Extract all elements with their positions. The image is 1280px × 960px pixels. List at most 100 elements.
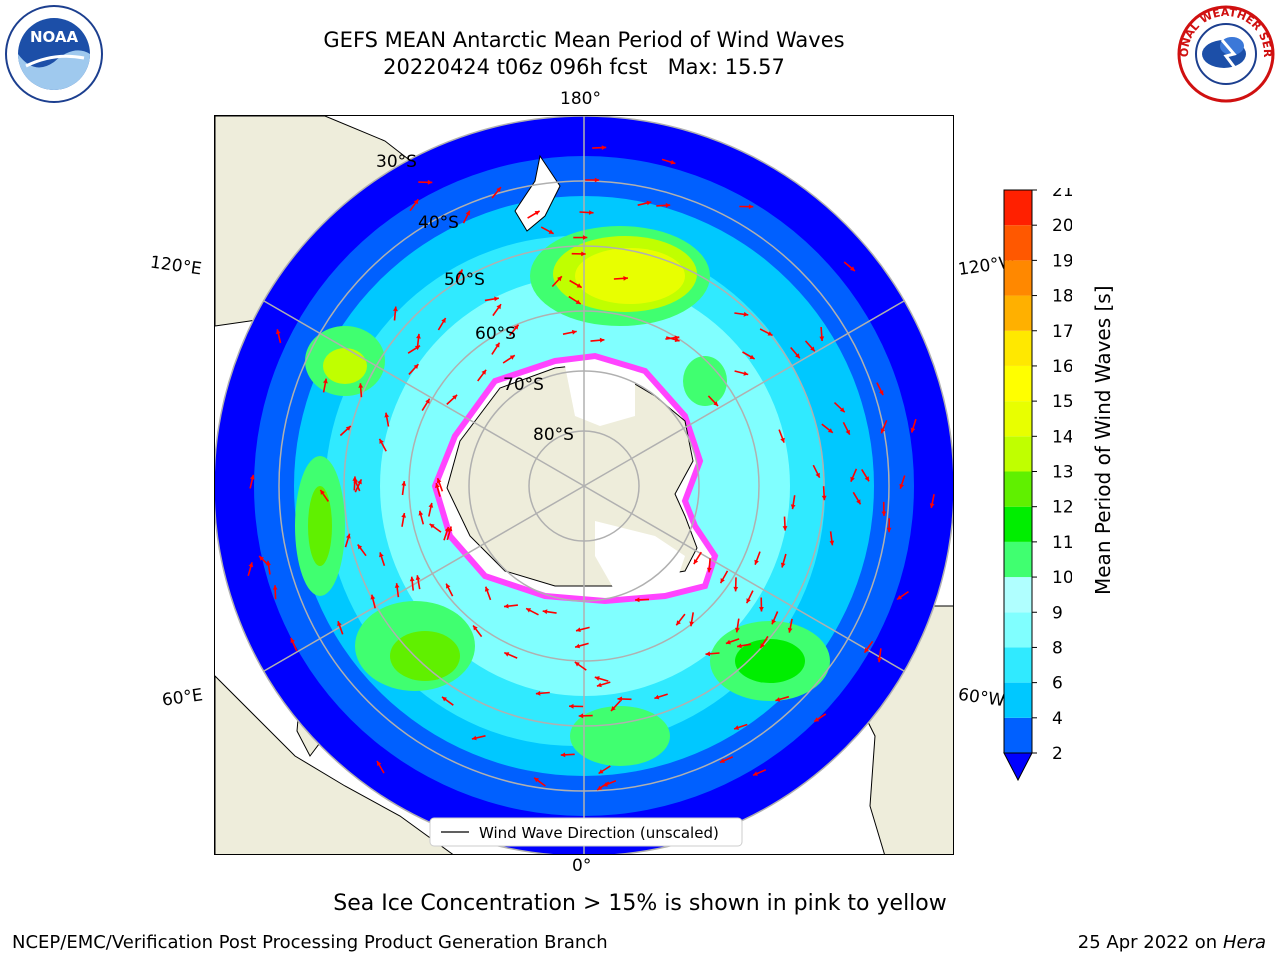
wind-wave-arrowhead	[735, 627, 740, 633]
lat-label-40s: 40°S	[418, 213, 459, 233]
colorbar-segment	[1004, 471, 1032, 507]
wind-wave-arrowhead	[733, 586, 739, 592]
colorbar-tick-label: 2	[1052, 744, 1063, 764]
wind-wave-arrowhead	[623, 276, 628, 281]
wind-wave-arrowhead	[775, 697, 781, 702]
wind-wave-arrowhead	[575, 299, 581, 304]
lon-label-top: 180°	[560, 89, 601, 109]
weddell-ice-shelf	[595, 521, 685, 591]
wind-wave-arrowhead	[548, 229, 554, 234]
wind-wave-arrowhead	[377, 761, 382, 766]
wind-wave-arrowhead	[654, 694, 660, 700]
svg-text:Wind Wave Direction (unscaled): Wind Wave Direction (unscaled)	[479, 824, 719, 842]
wind-wave-arrowhead	[504, 652, 510, 657]
wind-wave-arrowhead	[617, 696, 622, 702]
wind-wave-arrowhead	[886, 527, 892, 533]
wind-wave-arrowhead	[429, 523, 435, 529]
wind-wave-arrowhead	[250, 474, 255, 480]
wind-wave-arrowhead	[588, 210, 594, 215]
wind-wave-arrowhead	[560, 752, 566, 758]
wind-wave-arrowhead	[599, 337, 605, 343]
wind-wave-arrowhead	[379, 438, 384, 444]
wind-wave-arrowhead	[337, 621, 342, 627]
wind-wave-arrowhead	[415, 575, 421, 580]
wind-wave-arrowhead	[357, 479, 362, 485]
host-text: Hera	[1222, 932, 1266, 953]
wind-wave-arrowhead	[881, 511, 887, 516]
colorbar-tick-label: 19	[1052, 251, 1072, 271]
wind-wave-arrowhead	[259, 556, 264, 561]
wind-wave-arrowhead	[275, 329, 281, 335]
wind-wave-arrowhead	[676, 620, 681, 626]
graticule	[215, 116, 953, 854]
wave-period-field	[215, 116, 953, 854]
wind-wave-arrowhead	[780, 437, 785, 443]
wind-wave-arrowhead	[370, 594, 376, 600]
wind-wave-arrowhead	[810, 346, 815, 352]
wind-wave-arrowhead	[670, 159, 676, 165]
date-line: 25 Apr 2022 on Hera	[1078, 932, 1266, 953]
wind-wave-arrowhead	[795, 353, 800, 359]
wind-wave-arrowhead	[743, 371, 749, 376]
wind-wave-arrowhead	[416, 333, 421, 339]
wind-wave-arrowhead	[471, 735, 477, 741]
colorbar-tick-label: 16	[1052, 357, 1072, 377]
colorbar-segment	[1004, 225, 1032, 261]
wind-wave-arrowhead	[576, 627, 581, 632]
wind-wave-arrowhead	[790, 504, 796, 510]
wind-wave-arrowhead	[819, 336, 825, 341]
wind-wave-arrowhead	[734, 725, 739, 730]
wind-wave-arrowhead	[272, 585, 278, 590]
colorbar-segment	[1004, 577, 1032, 613]
colorbar-segment	[1004, 647, 1032, 683]
wind-wave-arrowhead	[839, 407, 845, 413]
nws-logo: NATIONAL WEATHER SERVICE	[1176, 4, 1275, 103]
colorbar-segment	[1004, 401, 1032, 437]
wind-wave-arrowhead	[578, 713, 584, 719]
wind-wave-arrowhead	[446, 583, 451, 589]
wind-wave-arrowhead	[569, 703, 574, 709]
wind-wave-arrowhead	[787, 627, 793, 633]
wind-wave-arrowhead	[753, 771, 758, 776]
wind-wave-arrowhead	[320, 489, 325, 495]
wind-wave-arrowhead	[759, 607, 764, 612]
wind-wave-arrowhead	[458, 269, 463, 275]
wind-wave-arrowhead	[534, 777, 540, 783]
wind-wave-arrowhead	[452, 394, 458, 400]
wind-wave-arrowhead	[674, 337, 680, 342]
wind-wave-arrowhead	[379, 552, 384, 558]
wind-wave-arrowhead	[689, 621, 694, 627]
wind-wave-arrowhead	[879, 390, 884, 396]
colorbar-segment	[1004, 190, 1032, 226]
wind-wave-arrowhead	[929, 503, 935, 508]
wind-wave-arrowhead	[754, 559, 759, 565]
wind-wave-arrowhead	[814, 717, 820, 722]
lat-label-30s: 30°S	[376, 152, 417, 172]
wind-wave-arrowhead	[850, 476, 855, 482]
africa-landmass	[215, 675, 454, 854]
colorbar-segment	[1004, 541, 1032, 578]
wind-wave-arrowhead	[897, 595, 902, 600]
wind-wave-arrowhead	[345, 426, 351, 431]
wind-wave-arrowhead	[720, 578, 725, 584]
wind-wave-arrowhead	[442, 696, 447, 702]
wind-wave-arrowhead	[526, 608, 532, 613]
map-panel: Wind Wave Direction (unscaled)	[214, 115, 954, 855]
colorbar-tick-label: 11	[1052, 533, 1072, 553]
wind-wave-arrowhead	[602, 782, 608, 787]
wind-wave-arrowhead	[494, 296, 499, 302]
wind-wave-arrowhead	[358, 383, 364, 388]
wind-wave-arrowhead	[542, 609, 548, 615]
wind-wave-arrowhead	[413, 364, 419, 369]
colorbar-tick-label: 9	[1052, 603, 1063, 623]
wind-wave-arrowhead	[436, 478, 442, 484]
wind-wave-arrowhead	[574, 662, 580, 667]
lat-label-50s: 50°S	[444, 270, 485, 290]
chart-subtitle: 20220424 t06z 096h fcst Max: 15.57	[383, 55, 785, 79]
wind-wave-arrowhead	[596, 682, 602, 688]
wind-wave-arrowhead	[384, 412, 390, 418]
colorbar-tick-label: 10	[1052, 568, 1072, 588]
wind-wave-arrowhead	[771, 619, 776, 625]
wind-wave-arrowhead	[910, 427, 916, 433]
wind-wave-arrowhead	[582, 235, 588, 240]
